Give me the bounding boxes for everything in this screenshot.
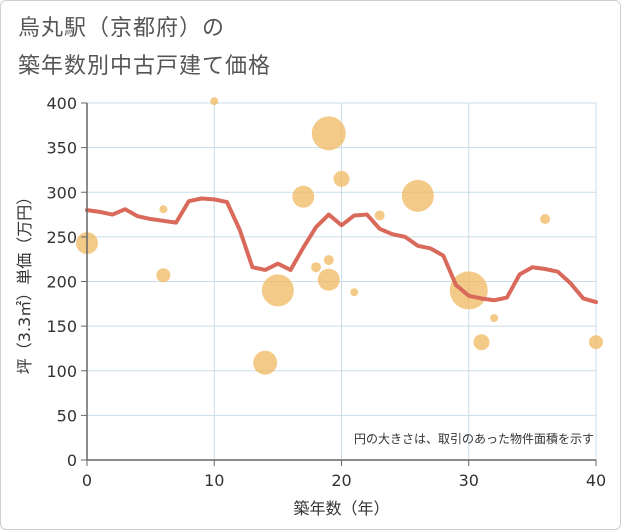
- axes: [81, 102, 597, 466]
- x-tick-label: 40: [586, 471, 606, 490]
- bubble-point: [401, 179, 434, 212]
- bubble-point: [449, 271, 488, 310]
- bubble-point: [156, 268, 171, 283]
- bubble-point: [159, 205, 168, 214]
- bubble-point: [473, 334, 490, 351]
- y-tick-label: 150: [46, 317, 77, 336]
- bubble-point: [323, 255, 334, 266]
- bubble-point: [253, 350, 278, 375]
- chart-title-line2: 築年数別中古戸建て価格: [18, 54, 272, 79]
- bubble-point: [540, 214, 551, 225]
- bubble-point: [589, 335, 603, 350]
- trend-line: [85, 196, 598, 305]
- y-tick-label: 0: [67, 451, 77, 470]
- x-tick-label: 0: [82, 471, 92, 490]
- y-tick-label: 50: [57, 406, 77, 425]
- tick-labels: 0 50 100 150 200 250 300 350 400 0 10 20 30 40: [46, 94, 606, 490]
- bubble-point: [490, 314, 499, 323]
- bubble-point: [317, 268, 340, 291]
- y-axis-label: 坪（3.3㎡）単価（万円）: [15, 189, 34, 374]
- y-tick-label: 400: [46, 94, 77, 113]
- bubble-point: [210, 97, 219, 106]
- bubble-point: [350, 288, 359, 297]
- bubble-point: [333, 170, 350, 187]
- size-legend-note: 円の大きさは、取引のあった物件面積を示す: [354, 431, 594, 446]
- bubble-point: [311, 262, 322, 273]
- y-tick-label: 350: [46, 139, 77, 158]
- bubble-point: [311, 116, 346, 151]
- x-tick-label: 30: [459, 471, 479, 490]
- x-tick-label: 10: [204, 471, 224, 490]
- y-tick-label: 200: [46, 273, 77, 292]
- bubbles: [76, 97, 603, 375]
- bubble-point: [292, 185, 315, 208]
- x-axis-label: 築年数（年）: [293, 499, 389, 518]
- y-tick-label: 250: [46, 228, 77, 247]
- y-tick-label: 100: [46, 362, 77, 381]
- y-tick-label: 300: [46, 183, 77, 202]
- bubble-point: [261, 274, 294, 307]
- chart-title-line1: 烏丸駅（京都府）の: [18, 16, 226, 41]
- x-tick-label: 20: [331, 471, 351, 490]
- trend-line-group: [85, 196, 598, 305]
- bubble-point: [374, 210, 385, 221]
